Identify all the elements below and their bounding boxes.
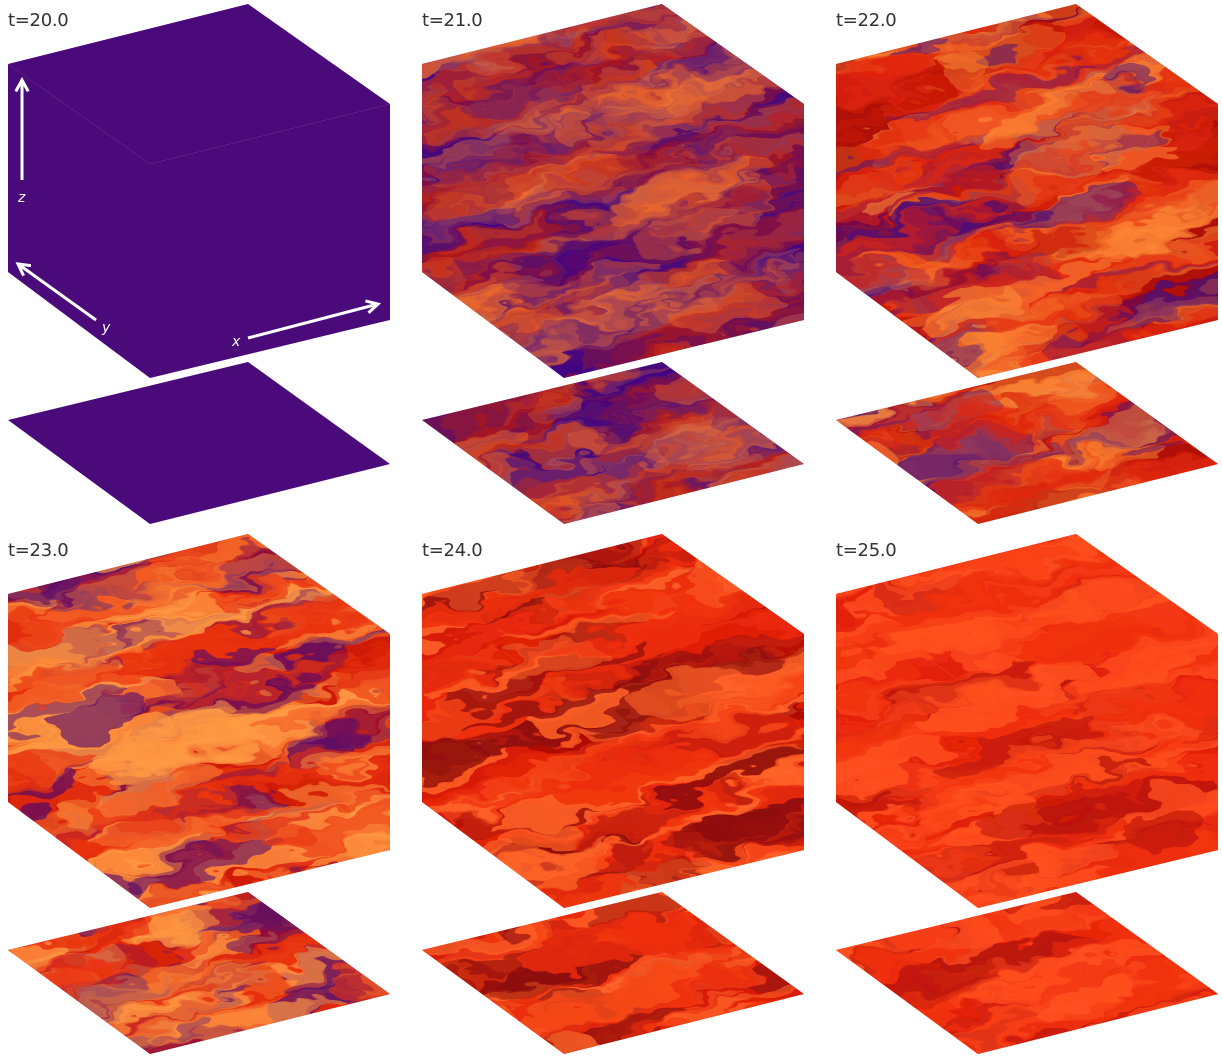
volume-render — [8, 534, 390, 1054]
time-label: t=20.0 — [8, 10, 69, 31]
volume-render — [836, 534, 1218, 1054]
volume-render — [422, 4, 804, 524]
cube-volume — [8, 4, 390, 378]
axis-indicators: z y x — [14, 76, 382, 350]
cube-volume — [422, 534, 804, 908]
time-label: t=21.0 — [422, 10, 483, 31]
cube-top-face — [8, 4, 390, 164]
time-label: t=25.0 — [836, 540, 897, 561]
panel-t23: t=23.0 — [8, 530, 408, 1058]
x-axis-label: x — [231, 334, 241, 350]
panel-t24: t=24.0 — [422, 530, 822, 1058]
y-axis-arrow — [15, 262, 97, 322]
volume-render: z y x — [8, 4, 390, 524]
cube-volume — [836, 534, 1218, 908]
volume-render — [836, 4, 1218, 524]
x-axis-arrow — [247, 299, 382, 340]
panel-t21: t=21.0 — [422, 0, 822, 528]
y-axis-label: y — [101, 320, 111, 336]
cube-volume — [422, 4, 804, 378]
panel-t22: t=22.0 — [836, 0, 1222, 528]
time-label: t=24.0 — [422, 540, 483, 561]
cube-volume — [8, 534, 390, 908]
volume-render — [422, 534, 804, 1054]
cube-volume — [836, 4, 1218, 378]
cube-front-face — [8, 64, 150, 378]
slice-plane — [8, 362, 390, 524]
panel-t20: z y x t=20.0 — [8, 0, 408, 528]
z-axis-label: z — [17, 190, 26, 206]
time-label: t=22.0 — [836, 10, 897, 31]
bottom-slice — [8, 362, 390, 524]
panel-t25: t=25.0 — [836, 530, 1222, 1058]
time-label: t=23.0 — [8, 540, 69, 561]
z-axis-arrow — [14, 76, 30, 180]
cube-side-face — [150, 104, 390, 378]
